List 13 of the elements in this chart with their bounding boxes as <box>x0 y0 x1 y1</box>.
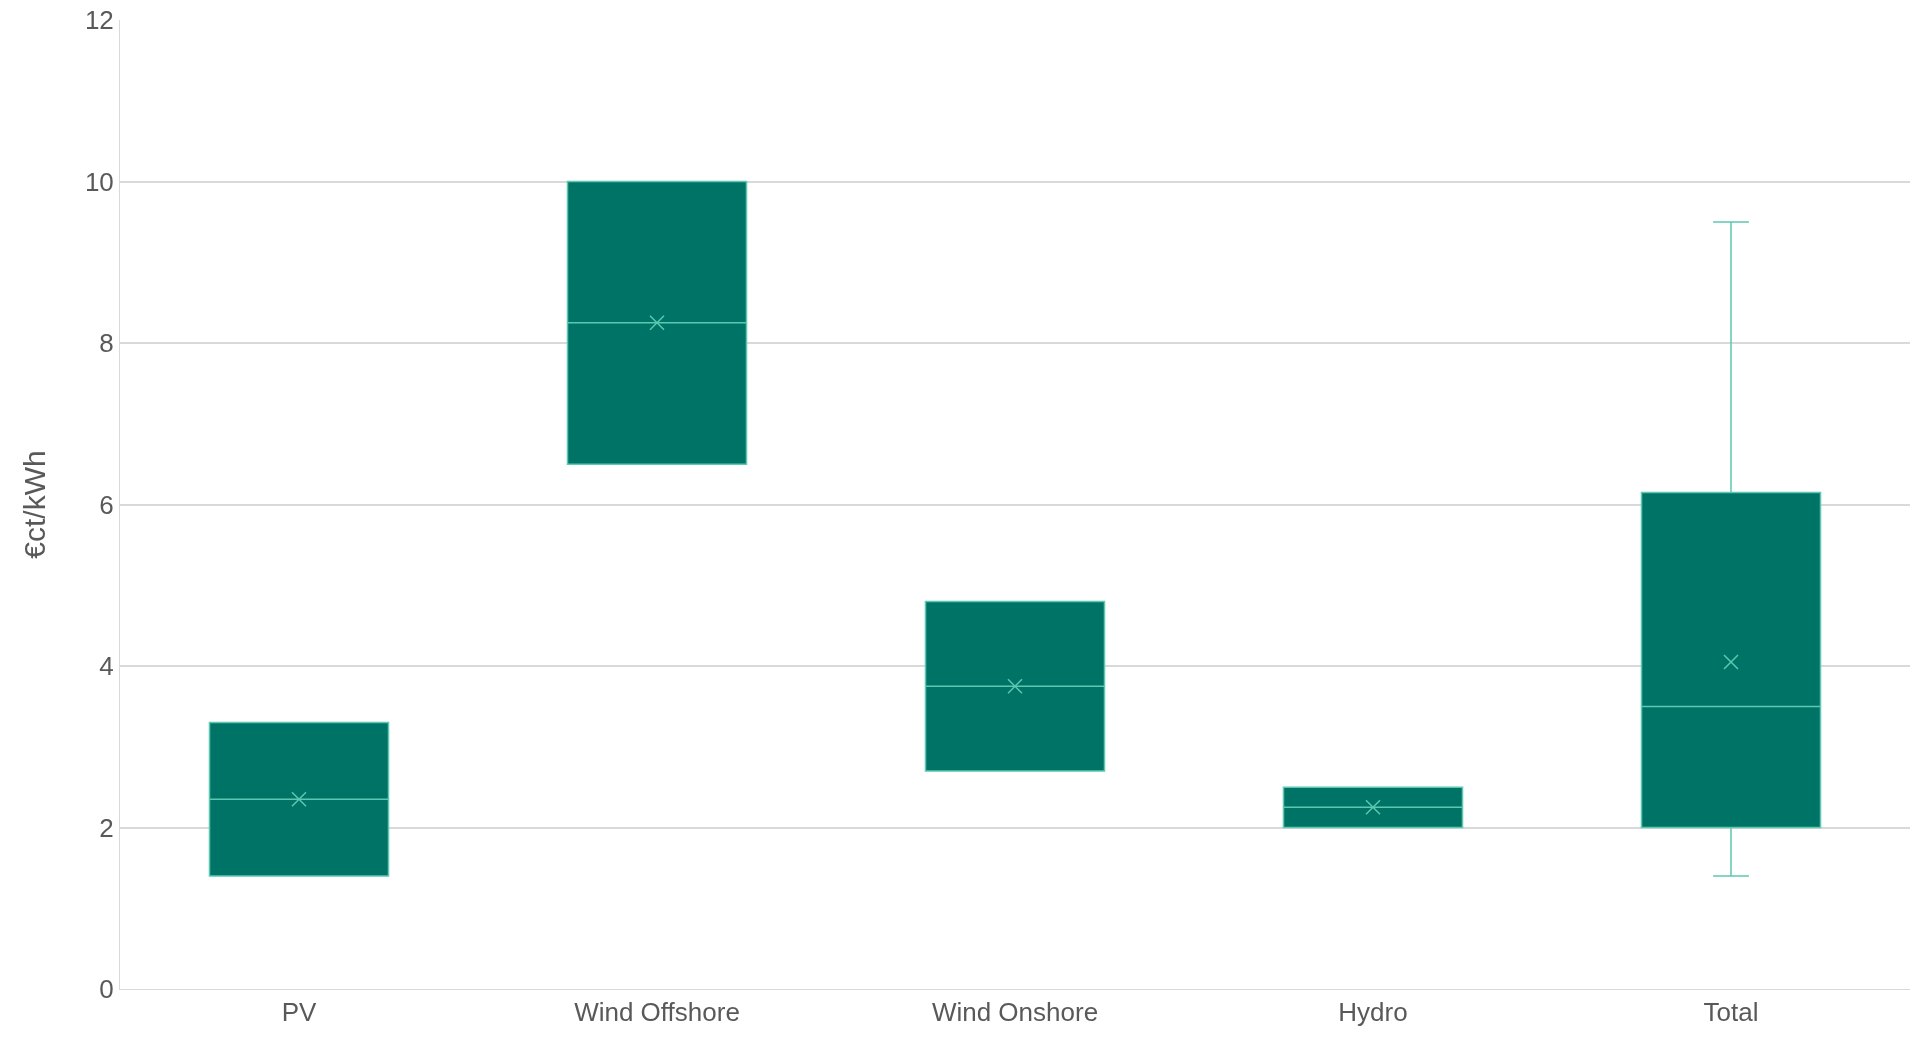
y-tick-label: 2 <box>99 812 114 843</box>
x-tick-label: Wind Offshore <box>574 997 740 1028</box>
x-tick-label: Total <box>1703 997 1759 1028</box>
y-tick-label: 10 <box>84 166 114 197</box>
y-tick-label: 12 <box>84 5 114 36</box>
y-tick-label: 0 <box>99 974 114 1005</box>
x-tick-label: Wind Onshore <box>931 997 1099 1028</box>
y-tick-label: 6 <box>99 489 114 520</box>
x-tick-label: PV <box>281 997 317 1028</box>
y-tick-label: 4 <box>99 651 114 682</box>
y-tick-label: 8 <box>99 328 114 359</box>
y-axis-title: €ct/kWh <box>17 450 51 559</box>
x-tick-label: Hydro <box>1338 997 1408 1028</box>
